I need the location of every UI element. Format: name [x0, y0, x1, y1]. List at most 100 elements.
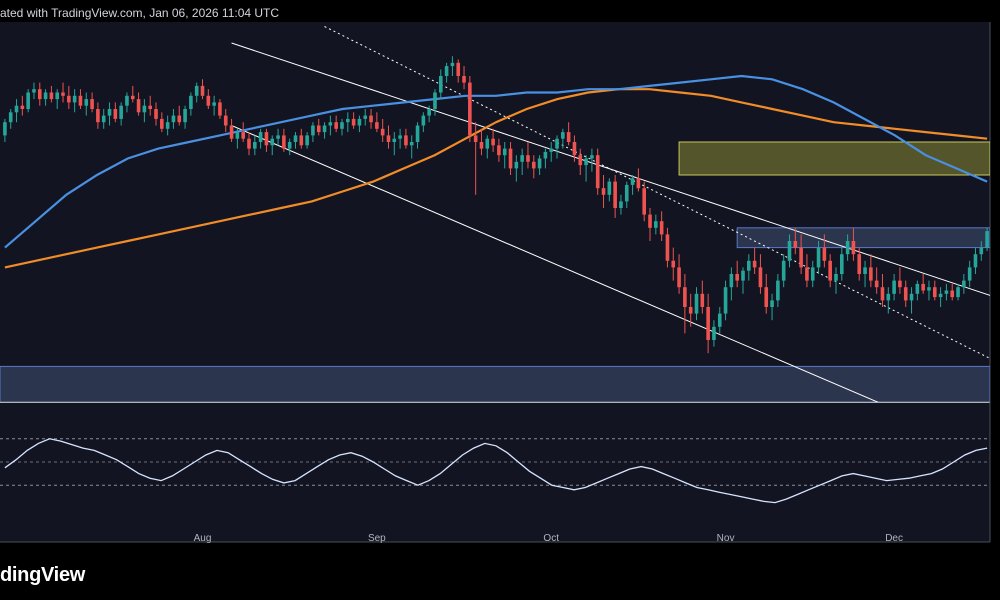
- candle: [32, 82, 36, 100]
- candle-body: [526, 155, 530, 162]
- candle: [311, 122, 315, 142]
- candle: [938, 287, 943, 307]
- candle-body: [845, 241, 850, 255]
- candle: [764, 274, 769, 314]
- candle: [20, 95, 25, 116]
- candle: [752, 247, 757, 274]
- candle-body: [37, 89, 42, 100]
- candle: [688, 293, 693, 327]
- candle-body: [601, 188, 606, 195]
- candle-body: [985, 231, 989, 248]
- candle-body: [3, 122, 7, 136]
- candle-body: [834, 274, 838, 281]
- candle: [956, 283, 960, 301]
- candle-body: [688, 307, 693, 314]
- candle-body: [683, 287, 687, 307]
- channel-midline: [324, 26, 990, 360]
- candle-body: [26, 92, 30, 109]
- candle-body: [613, 181, 617, 208]
- candle-body: [543, 151, 548, 159]
- candle-body: [223, 115, 228, 126]
- candle-body: [828, 260, 832, 281]
- candle-body: [49, 92, 54, 100]
- candle: [706, 293, 710, 354]
- candle-body: [956, 287, 960, 298]
- candle: [398, 128, 402, 149]
- candle: [415, 122, 420, 149]
- candle: [508, 142, 513, 175]
- candle-body: [177, 115, 182, 123]
- candle-body: [107, 109, 112, 116]
- candle: [154, 102, 158, 126]
- candle-body: [96, 109, 100, 123]
- candle: [369, 109, 373, 129]
- candle: [375, 112, 379, 133]
- candle: [101, 109, 106, 129]
- candle-body: [160, 118, 164, 129]
- candle-body: [183, 109, 187, 123]
- candle: [683, 274, 687, 334]
- candle-body: [247, 138, 251, 149]
- rsi-line: [4, 438, 988, 504]
- candle-body: [409, 142, 414, 146]
- candle: [869, 254, 873, 288]
- candle: [427, 105, 431, 123]
- candle: [839, 247, 844, 281]
- candle-body: [619, 201, 623, 208]
- candle-body: [648, 214, 652, 228]
- candle-body: [822, 247, 827, 261]
- candle-body: [84, 99, 89, 106]
- candle-body: [903, 287, 908, 301]
- chart-background: [0, 22, 990, 542]
- candle: [595, 148, 600, 195]
- candle-body: [590, 155, 594, 159]
- candle-body: [566, 132, 571, 142]
- candle: [619, 194, 623, 215]
- candle: [392, 132, 397, 156]
- candle: [642, 181, 647, 222]
- candle-body: [218, 102, 222, 116]
- candle-body: [909, 293, 914, 301]
- candle-body: [816, 247, 821, 268]
- x-tick-label: Aug: [194, 533, 212, 544]
- candle-body: [479, 142, 484, 149]
- candle: [55, 89, 60, 109]
- candle-body: [659, 221, 664, 235]
- candle: [229, 118, 234, 142]
- candle-body: [206, 95, 211, 106]
- candle: [473, 122, 478, 195]
- candle-body: [491, 138, 495, 146]
- candle-body: [125, 95, 129, 106]
- candle-body: [857, 254, 862, 274]
- candle: [799, 234, 803, 274]
- candle: [90, 92, 94, 113]
- candle-body: [444, 66, 449, 76]
- candle: [305, 132, 309, 149]
- candle-body: [264, 132, 269, 146]
- candle-body: [886, 293, 891, 301]
- candle: [561, 128, 565, 149]
- candle: [810, 260, 815, 288]
- candle-body: [200, 85, 205, 96]
- candle: [770, 293, 774, 321]
- candle: [479, 128, 484, 156]
- candle-body: [421, 115, 426, 126]
- candle: [677, 254, 681, 294]
- candle: [944, 283, 949, 301]
- candle-body: [113, 109, 118, 119]
- candle-body: [101, 115, 106, 123]
- candle-body: [345, 118, 350, 123]
- chart-header: ated with TradingView.com, Jan 06, 2026 …: [0, 6, 280, 20]
- candle-body: [799, 247, 803, 268]
- candle-body: [473, 135, 478, 142]
- candle-body: [555, 138, 559, 149]
- candle-body: [20, 105, 25, 109]
- candle-body: [979, 247, 984, 255]
- candle-body: [404, 135, 408, 146]
- candle-body: [578, 155, 583, 166]
- zone-support: [0, 365, 990, 402]
- candle: [177, 105, 182, 126]
- candle-body: [450, 62, 455, 67]
- candle-body: [921, 283, 925, 291]
